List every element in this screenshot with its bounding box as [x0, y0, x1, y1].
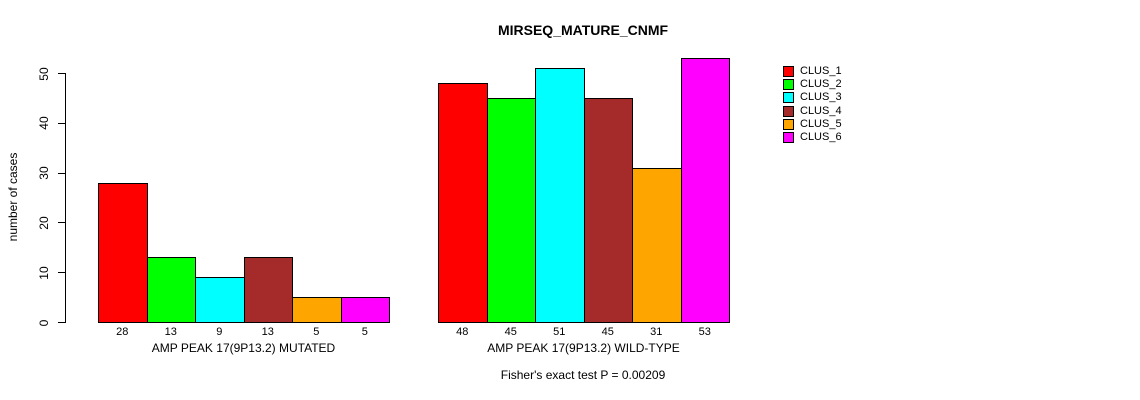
legend-swatch-CLUS_3	[783, 92, 794, 104]
legend-swatch-CLUS_2	[783, 79, 794, 91]
bar-CLUS_1	[98, 182, 148, 323]
y-tick-mark	[58, 222, 65, 224]
bar-CLUS_5	[292, 297, 342, 323]
y-tick-mark	[58, 73, 65, 74]
bar-CLUS_3	[535, 68, 585, 323]
bar-value-label: 53	[698, 326, 711, 338]
bar-value-label: 5	[313, 326, 320, 338]
bar-value-label: 45	[504, 326, 517, 338]
legend-swatch-CLUS_5	[783, 118, 794, 130]
y-axis-line	[65, 73, 66, 323]
bar-value-label: 13	[261, 326, 274, 338]
bar-value-label: 5	[361, 326, 368, 338]
chart-title: MIRSEQ_MATURE_CNMF	[497, 22, 669, 38]
x-category-label: AMP PEAK 17(9P13.2) MUTATED	[151, 341, 336, 355]
y-tick-mark	[58, 172, 65, 174]
bar-value-label: 13	[164, 326, 177, 338]
bar-value-label: 31	[650, 326, 663, 338]
bar-value-label: 45	[601, 326, 614, 338]
y-tick-label: 10	[37, 266, 51, 280]
bar-value-label: 51	[553, 326, 566, 338]
bar-CLUS_2	[486, 97, 536, 323]
bar-CLUS_3	[195, 277, 245, 323]
y-tick-mark	[58, 272, 65, 274]
legend-swatch-CLUS_1	[783, 66, 794, 77]
y-tick-label: 50	[37, 66, 51, 81]
legend-label: CLUS_3	[800, 91, 842, 104]
y-tick-label: 40	[37, 116, 51, 130]
y-tick-label: 20	[37, 216, 51, 230]
bar-value-label: 28	[116, 326, 129, 338]
y-tick-label: 30	[37, 166, 51, 180]
bar-value-label: 48	[456, 326, 469, 338]
legend-swatch-CLUS_6	[783, 132, 794, 143]
fisher-test-annotation: Fisher's exact test P = 0.00209	[500, 368, 666, 382]
legend-label: CLUS_4	[800, 104, 842, 117]
bar-CLUS_4	[583, 97, 633, 323]
y-tick-mark	[58, 122, 65, 124]
x-category-label: AMP PEAK 17(9P13.2) WILD-TYPE	[487, 341, 680, 355]
bar-CLUS_6	[340, 297, 390, 323]
y-tick-mark	[58, 322, 65, 323]
legend-label: CLUS_6	[800, 131, 842, 143]
y-tick-label: 0	[37, 319, 51, 326]
y-axis-title: number of cases	[6, 152, 20, 242]
bar-CLUS_1	[438, 82, 488, 323]
bar-CLUS_4	[243, 257, 293, 323]
bar-CLUS_5	[632, 167, 682, 323]
legend-label: CLUS_5	[800, 117, 842, 130]
bar-CLUS_2	[146, 257, 196, 323]
legend-label: CLUS_1	[800, 65, 842, 77]
bar-value-label: 9	[216, 326, 223, 338]
bar-CLUS_6	[680, 58, 730, 323]
legend-label: CLUS_2	[800, 78, 842, 91]
legend-swatch-CLUS_4	[783, 105, 794, 117]
